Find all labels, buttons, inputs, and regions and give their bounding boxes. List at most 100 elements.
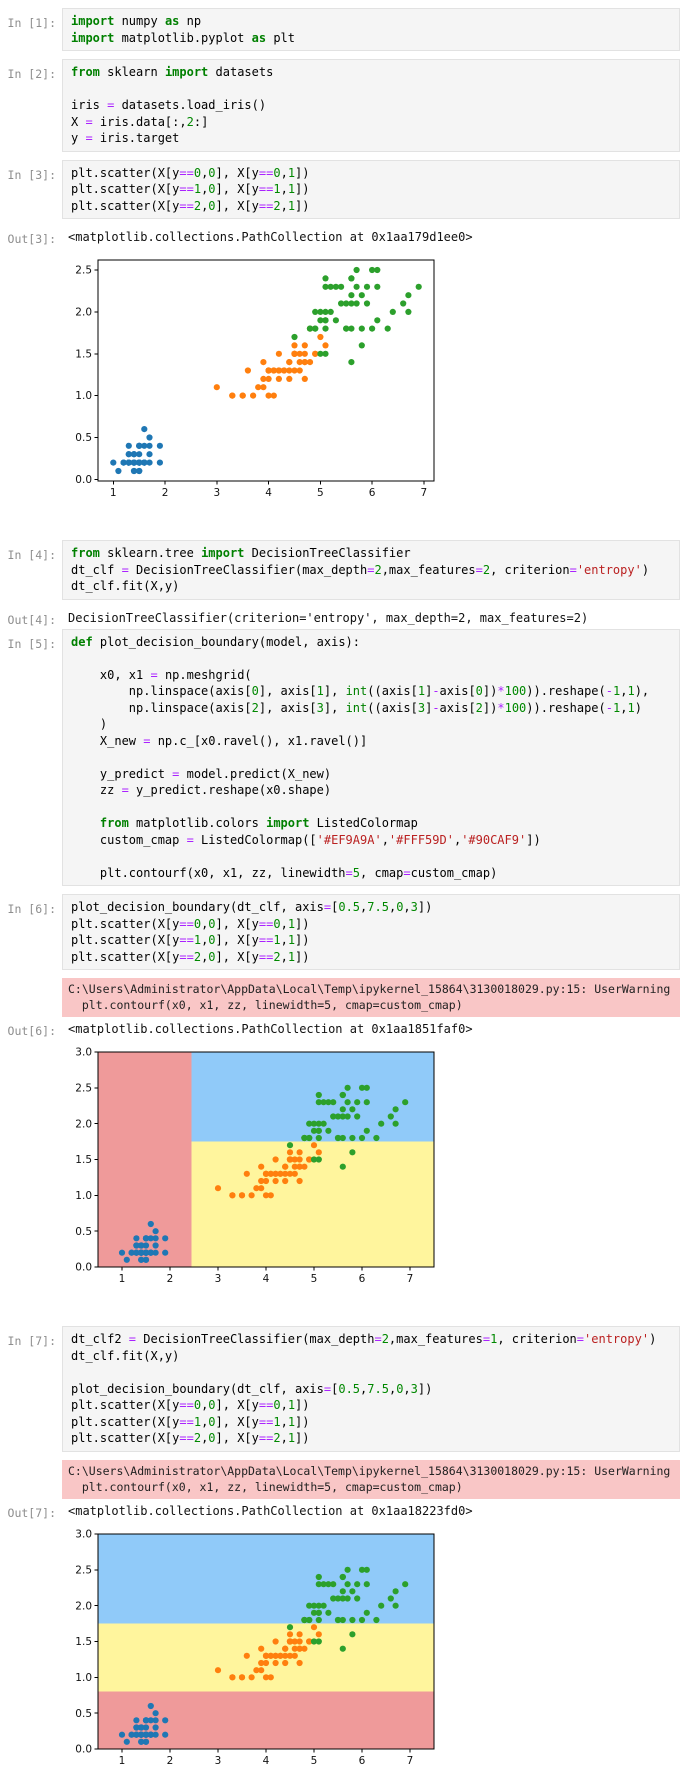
scatter-point [344, 1099, 351, 1106]
scatter-point [339, 1106, 346, 1113]
scatter-point [133, 1249, 140, 1256]
scatter-point [133, 1731, 140, 1738]
code-cell-input[interactable]: plt.scatter(X[y==0,0], X[y==0,1]) plt.sca… [62, 159, 680, 219]
cell-row-out_text: Out[4]: DecisionTreeClassifier(criterion=… [0, 608, 680, 629]
cell-row-out_text: Out[7]: <matplotlib.collections.PathColle… [0, 1501, 680, 1522]
scatter-point [315, 1149, 322, 1156]
prompt-spacer [0, 1044, 62, 1049]
scatter-point [214, 1666, 222, 1673]
scatter-point [322, 325, 329, 332]
cell-row-warning: C:\Users\Administrator\AppData\Local\Tem… [0, 978, 680, 1017]
scatter-point [147, 1220, 154, 1228]
y-tick-label: 1.5 [75, 348, 92, 360]
scatter-point [363, 1566, 370, 1573]
scatter-point [332, 283, 339, 290]
scatter-point [312, 325, 319, 332]
warning-line: C:\Users\Administrator\AppData\Local\Tem… [68, 982, 671, 996]
scatter-point [354, 1594, 361, 1602]
scatter-point [281, 367, 288, 374]
y-tick-label: 0.5 [75, 432, 92, 444]
x-tick-label: 3 [213, 487, 220, 499]
scatter-point [327, 308, 334, 315]
scatter-point [250, 392, 257, 399]
scatter-point [130, 467, 138, 475]
scatter-point [286, 1652, 294, 1659]
code-line: plt.scatter(X[y==2,0], X[y==2,1]) [71, 198, 310, 213]
scatter-point [330, 1099, 337, 1106]
scatter-point [110, 459, 117, 466]
scatter-point [349, 1149, 356, 1156]
cell-row-code: In [1]: import numpy as np import matplotl… [0, 8, 680, 51]
scatter-point [282, 1659, 289, 1666]
code-cell-input[interactable]: from sklearn import datasets iris = data… [62, 59, 680, 152]
scatter-point [322, 283, 329, 290]
prompt-spacer [0, 1460, 62, 1465]
scatter-point [325, 1127, 332, 1134]
x-tick-label: 2 [167, 1273, 174, 1285]
scatter-point [282, 1652, 289, 1659]
scatter-point [344, 1580, 351, 1587]
scatter-point [301, 350, 308, 357]
code-cell-input[interactable]: dt_clf2 = DecisionTreeClassifier(max_dep… [62, 1326, 680, 1452]
scatter-point [312, 308, 319, 315]
code-line: plt.contourf(x0, x1, zz, linewidth=5, cm… [71, 865, 498, 880]
code-line: iris = datasets.load_iris() [71, 98, 267, 112]
scatter-point [136, 442, 143, 449]
x-tick-label: 1 [119, 1755, 126, 1767]
stderr-warning: C:\Users\Administrator\AppData\Local\Tem… [62, 1459, 680, 1499]
scatter-point [128, 1249, 135, 1256]
scatter-point [306, 1602, 313, 1609]
scatter-point [373, 1616, 380, 1623]
scatter-point [363, 1099, 370, 1106]
scatter-point [267, 1673, 274, 1680]
code-line: plt.scatter(X[y==2,0], X[y==2,1]) [71, 949, 310, 964]
code-line [71, 799, 679, 816]
y-tick-label: 2.5 [75, 1564, 92, 1576]
scatter-point [229, 1673, 236, 1680]
scatter-point [118, 1731, 126, 1738]
cell-row-code: In [5]: def plot_decision_boundary(model,… [0, 628, 680, 886]
in-prompt: In [4]: [7, 548, 56, 562]
warning-line: C:\Users\Administrator\AppData\Local\Tem… [68, 1463, 671, 1478]
scatter-point [152, 1709, 159, 1716]
scatter-point [138, 1242, 145, 1249]
decision-region [191, 1141, 434, 1267]
scatter-point [306, 1156, 313, 1163]
x-tick-label: 1 [110, 487, 117, 499]
scatter-point [363, 1609, 370, 1616]
scatter-point [349, 1106, 356, 1113]
scatter-point [162, 1731, 169, 1738]
x-tick-label: 2 [167, 1755, 174, 1767]
code-line: import matplotlib.pyplot as plt [71, 30, 295, 45]
code-cell-input[interactable]: from sklearn.tree import DecisionTreeCla… [62, 540, 680, 600]
jupyter-notebook: In [1]: import numpy as np import matplotl… [0, 8, 680, 1782]
code-line: ) [71, 717, 108, 731]
scatter-point [146, 442, 153, 449]
scatter-point [142, 1738, 150, 1745]
code-cell-input[interactable]: import numpy as np import matplotlib.pypl… [62, 8, 680, 51]
scatter-point [339, 1616, 346, 1623]
scatter-point [315, 1580, 322, 1587]
scatter-point [358, 1616, 366, 1623]
scatter-point [369, 266, 376, 274]
scatter-point [384, 325, 391, 332]
scatter-point [301, 1134, 308, 1142]
cell-row-plot: 1 2 3 4 5 6 7 0.0 0.5 1.0 1.5 2.0 2.5 [0, 252, 680, 514]
scatter-point [320, 1580, 327, 1587]
code-line: plot_decision_boundary(dt_clf, axis=[0.5… [71, 1381, 433, 1396]
scatter-point [339, 1645, 346, 1652]
scatter-point [325, 1609, 332, 1616]
scatter-point [402, 1580, 409, 1587]
cell-output-text: <matplotlib.collections.PathCollection a… [68, 230, 473, 244]
scatter-point [262, 1659, 270, 1666]
scatter-point [392, 1106, 399, 1113]
out-prompt: Out[3]: [7, 232, 56, 246]
code-cell-input[interactable]: plot_decision_boundary(dt_clf, axis=[0.5… [62, 894, 680, 970]
scatter-point [229, 392, 236, 399]
scatter-point [353, 283, 360, 290]
scatter-point [315, 1616, 322, 1623]
scatter-point [301, 342, 308, 349]
code-cell-input[interactable]: def plot_decision_boundary(model, axis):… [62, 628, 680, 886]
scatter-point [265, 392, 272, 399]
scatter-point [415, 283, 422, 290]
